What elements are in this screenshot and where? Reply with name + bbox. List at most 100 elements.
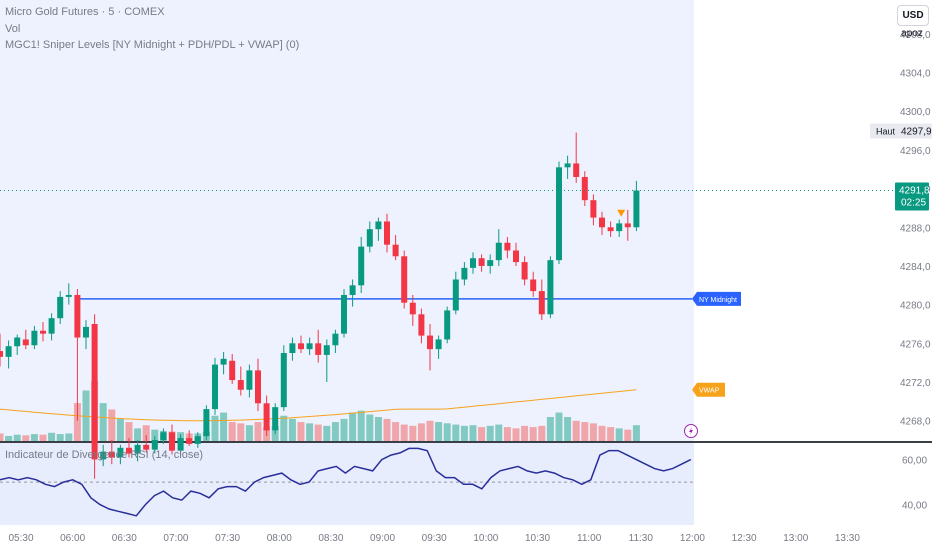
high-marker-value-bg xyxy=(898,123,932,139)
candle xyxy=(40,330,46,334)
volume-bar xyxy=(607,427,615,441)
volume-legend[interactable]: Vol xyxy=(5,23,21,35)
level-tag xyxy=(692,291,741,306)
volume-bar xyxy=(323,425,331,441)
candle xyxy=(57,296,64,319)
candle xyxy=(332,333,339,346)
candle xyxy=(237,380,244,390)
time-tick-label: 08:00 xyxy=(267,533,292,544)
time-tick-label: 11:00 xyxy=(577,533,602,544)
volume-bar xyxy=(73,403,81,441)
volume-bar xyxy=(495,424,503,441)
candle xyxy=(375,221,382,230)
time-tick-label: 10:30 xyxy=(525,533,550,544)
candle xyxy=(22,339,29,346)
candle xyxy=(91,323,98,460)
volume-bar xyxy=(254,422,262,441)
candle xyxy=(461,267,468,280)
volume-bar xyxy=(0,433,4,441)
price-tick-label: 4268,0 xyxy=(900,417,931,428)
volume-bar xyxy=(22,435,30,441)
candle xyxy=(504,242,511,251)
volume-bar xyxy=(5,435,13,441)
candle xyxy=(581,176,588,201)
candle xyxy=(65,294,72,297)
candle xyxy=(478,258,485,266)
time-tick-label: 06:30 xyxy=(112,533,137,544)
candle xyxy=(126,447,132,454)
volume-bar xyxy=(220,412,228,441)
session-highlight xyxy=(0,0,694,441)
candle xyxy=(255,370,261,404)
volume-bar xyxy=(340,418,348,441)
currency-button[interactable]: USD xyxy=(897,5,929,26)
current-price-value: 4291,8 xyxy=(899,186,930,197)
volume-bar xyxy=(108,409,116,441)
volume-bar xyxy=(357,410,365,441)
scale-mode-label[interactable]: apoz xyxy=(901,28,923,39)
price-tick-label: 4308,0 xyxy=(900,30,931,41)
volume-bar xyxy=(426,420,434,441)
candle xyxy=(194,436,201,444)
volume-bar xyxy=(564,417,572,441)
candle xyxy=(177,438,184,451)
volume-bar xyxy=(331,422,339,441)
volume-bar xyxy=(460,425,468,441)
candle xyxy=(599,217,605,228)
volume-bar xyxy=(228,422,236,441)
candle xyxy=(366,229,373,247)
price-layer: NY Midnight VWAP xyxy=(0,132,893,479)
volume-bar xyxy=(65,433,73,441)
price-tick-label: 4276,0 xyxy=(900,339,931,350)
price-tick-label: 4296,0 xyxy=(900,146,931,157)
volume-bar xyxy=(417,423,425,441)
candle xyxy=(5,346,12,357)
candle xyxy=(108,451,115,458)
price-tick-label: 4272,0 xyxy=(900,378,931,389)
candle xyxy=(521,262,528,280)
rsi-tick-label: 40,00 xyxy=(902,501,927,512)
time-tick-label: 05:30 xyxy=(8,533,33,544)
price-tick-label: 4280,0 xyxy=(900,301,931,312)
candle xyxy=(530,279,537,292)
volume-bar xyxy=(134,428,142,441)
volume-bar xyxy=(237,423,245,441)
candle xyxy=(315,343,322,355)
candle xyxy=(435,339,442,350)
volume-bar xyxy=(443,423,451,441)
volume-bar xyxy=(383,418,391,441)
candle xyxy=(263,403,270,431)
symbol-legend[interactable]: Micro Gold Futures · 5 · COMEX xyxy=(5,6,165,18)
candle xyxy=(538,291,545,315)
time-tick-label: 13:00 xyxy=(783,533,808,544)
volume-bar xyxy=(349,412,357,441)
candle xyxy=(452,279,459,311)
candle xyxy=(83,326,89,338)
indicator-legend[interactable]: MGC1! Sniper Levels [NY Midnight + PDH/P… xyxy=(5,39,300,51)
current-price-countdown: 02:25 xyxy=(901,198,926,209)
candle xyxy=(633,190,640,228)
candle xyxy=(14,337,21,347)
volume-bar xyxy=(306,423,314,441)
candle xyxy=(306,343,313,350)
high-marker-value: 4297,9 xyxy=(901,127,932,138)
level-tag-label: VWAP xyxy=(699,388,720,395)
time-tick-label: 06:00 xyxy=(60,533,85,544)
volume-bar xyxy=(615,428,623,441)
candle xyxy=(384,221,390,245)
candle xyxy=(409,302,416,315)
volume-bar xyxy=(435,422,443,441)
volume-bar xyxy=(30,434,38,441)
candle xyxy=(607,227,614,232)
candle xyxy=(624,223,631,228)
candle xyxy=(246,370,253,390)
axis-layer: 4308,04304,04300,04296,04292,04288,04284… xyxy=(8,30,932,544)
vwap-line xyxy=(0,389,637,422)
volume-bar xyxy=(589,423,597,441)
volume-bar xyxy=(116,418,124,441)
volume-bar xyxy=(392,422,400,441)
volume-bar xyxy=(624,429,632,441)
volume-bar xyxy=(82,390,90,441)
rsi-legend[interactable]: Indicateur de Divergence RSI (14, close) xyxy=(5,449,204,461)
